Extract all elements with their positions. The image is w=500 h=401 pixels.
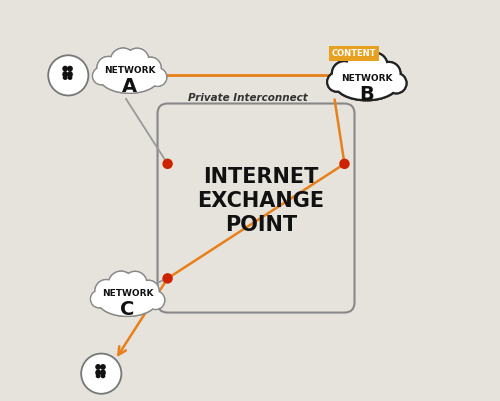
Circle shape — [363, 55, 386, 78]
Circle shape — [332, 63, 356, 86]
Ellipse shape — [95, 369, 101, 376]
Text: A: A — [122, 77, 137, 96]
Circle shape — [140, 59, 160, 79]
Circle shape — [347, 54, 373, 80]
Circle shape — [93, 69, 110, 85]
Circle shape — [124, 272, 146, 294]
Circle shape — [138, 281, 158, 302]
Circle shape — [81, 354, 122, 394]
Text: INTERNET
EXCHANGE
POINT: INTERNET EXCHANGE POINT — [198, 166, 324, 235]
Circle shape — [98, 58, 119, 79]
Circle shape — [140, 59, 160, 79]
Ellipse shape — [62, 77, 68, 81]
Circle shape — [328, 74, 345, 91]
Ellipse shape — [98, 284, 157, 316]
Circle shape — [98, 58, 119, 79]
Circle shape — [124, 272, 146, 295]
Circle shape — [91, 291, 108, 308]
Circle shape — [138, 281, 158, 301]
Circle shape — [108, 272, 134, 296]
Text: NETWORK: NETWORK — [104, 66, 155, 75]
Circle shape — [95, 364, 101, 370]
Ellipse shape — [335, 67, 398, 100]
Text: CONTENT: CONTENT — [332, 49, 376, 58]
Circle shape — [363, 55, 386, 78]
Circle shape — [108, 272, 134, 296]
Ellipse shape — [100, 62, 160, 93]
Text: Private Interconnect: Private Interconnect — [188, 93, 308, 102]
Circle shape — [149, 69, 166, 87]
Circle shape — [111, 50, 135, 74]
Circle shape — [347, 55, 372, 80]
Circle shape — [147, 292, 164, 309]
Circle shape — [93, 69, 110, 85]
Circle shape — [98, 58, 119, 79]
Circle shape — [126, 50, 148, 72]
Ellipse shape — [67, 72, 73, 79]
Text: NETWORK: NETWORK — [102, 288, 153, 297]
Ellipse shape — [336, 67, 398, 100]
Circle shape — [109, 272, 133, 296]
Circle shape — [328, 74, 345, 91]
Circle shape — [162, 273, 173, 284]
Circle shape — [148, 69, 166, 87]
Circle shape — [378, 64, 400, 85]
Text: C: C — [120, 299, 134, 318]
Circle shape — [387, 75, 406, 93]
Circle shape — [347, 54, 373, 80]
Circle shape — [140, 59, 160, 79]
Ellipse shape — [98, 284, 158, 316]
Circle shape — [162, 159, 173, 170]
Circle shape — [96, 280, 117, 302]
Text: B: B — [359, 85, 374, 104]
Circle shape — [378, 64, 400, 85]
Circle shape — [333, 63, 355, 86]
Text: NETWORK: NETWORK — [341, 74, 392, 83]
Circle shape — [111, 49, 136, 74]
Circle shape — [100, 364, 106, 370]
Circle shape — [378, 64, 400, 85]
Circle shape — [62, 67, 68, 72]
Circle shape — [387, 75, 406, 93]
Ellipse shape — [96, 374, 100, 378]
Circle shape — [328, 74, 345, 91]
Circle shape — [67, 67, 73, 72]
Circle shape — [124, 272, 146, 295]
Circle shape — [126, 50, 148, 72]
Circle shape — [126, 50, 148, 72]
Circle shape — [91, 291, 108, 308]
Circle shape — [332, 63, 356, 86]
FancyBboxPatch shape — [329, 47, 378, 62]
Ellipse shape — [335, 67, 398, 100]
Circle shape — [96, 280, 117, 302]
Circle shape — [146, 292, 164, 309]
Circle shape — [146, 292, 164, 309]
Circle shape — [148, 69, 166, 87]
Ellipse shape — [98, 284, 158, 316]
Circle shape — [138, 281, 158, 302]
Circle shape — [339, 159, 349, 170]
Circle shape — [96, 281, 117, 302]
Circle shape — [387, 75, 406, 93]
Circle shape — [111, 49, 136, 74]
Circle shape — [48, 56, 88, 96]
Circle shape — [363, 55, 386, 78]
Ellipse shape — [62, 72, 68, 79]
Circle shape — [91, 291, 108, 308]
Ellipse shape — [100, 62, 159, 93]
Ellipse shape — [100, 369, 106, 376]
Circle shape — [93, 69, 110, 85]
Ellipse shape — [100, 374, 105, 378]
Ellipse shape — [68, 77, 72, 81]
Ellipse shape — [100, 62, 160, 93]
